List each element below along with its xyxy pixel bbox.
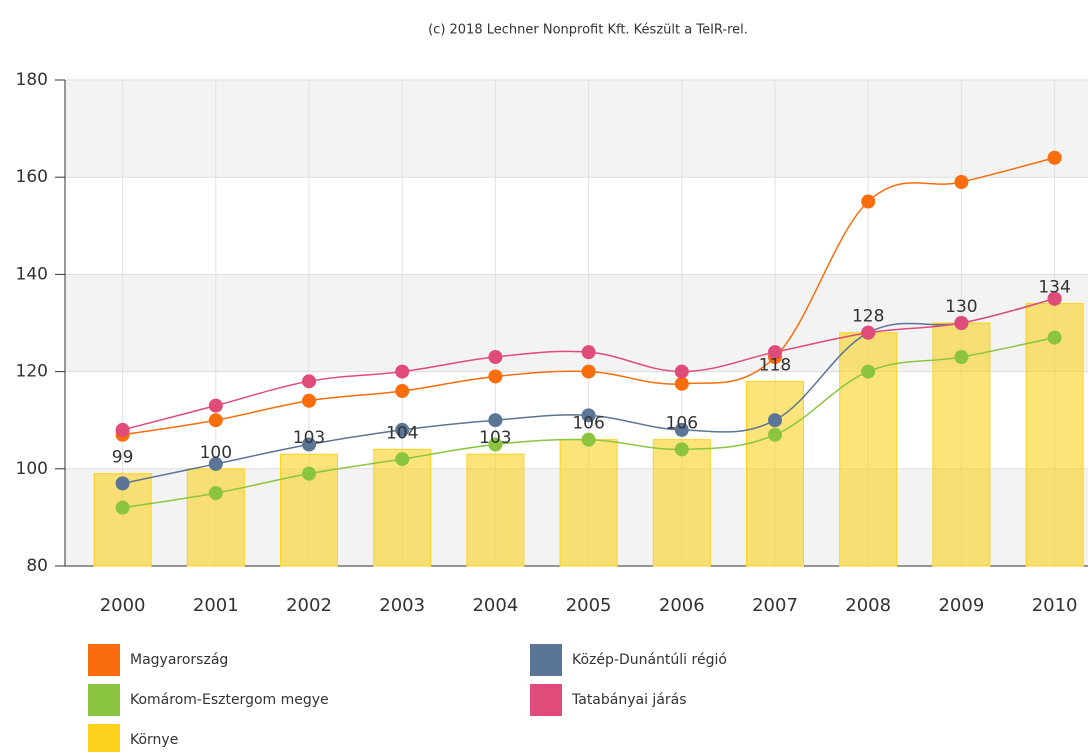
marker xyxy=(395,364,410,379)
marker xyxy=(395,452,410,467)
x-tick-label: 2004 xyxy=(472,595,518,616)
marker xyxy=(861,194,876,209)
x-tick-label: 2003 xyxy=(379,595,425,616)
y-tick-label: 120 xyxy=(16,362,48,382)
marker xyxy=(115,476,130,491)
bar xyxy=(373,448,432,567)
line xyxy=(122,157,1055,436)
x-tick-label: 2005 xyxy=(566,595,612,616)
marker xyxy=(674,376,689,391)
data-label: 100 xyxy=(200,443,232,463)
marker xyxy=(208,413,223,428)
y-tick-label: 180 xyxy=(16,70,48,90)
marker xyxy=(954,175,969,190)
marker xyxy=(488,369,503,384)
marker xyxy=(581,432,596,447)
marker xyxy=(674,364,689,379)
x-tick-label: 2002 xyxy=(286,595,332,616)
legend-label: Környe xyxy=(130,732,178,748)
y-tick-label: 160 xyxy=(16,167,48,187)
legend-swatch xyxy=(88,724,120,752)
marker xyxy=(488,413,503,428)
marker xyxy=(861,325,876,340)
marker xyxy=(302,393,316,408)
marker xyxy=(581,345,596,360)
data-label: 118 xyxy=(759,355,791,375)
marker xyxy=(581,408,596,423)
marker xyxy=(674,442,689,457)
marker xyxy=(954,316,969,330)
marker xyxy=(302,437,316,452)
marker xyxy=(674,422,689,437)
bar xyxy=(186,468,245,567)
data-label: 104 xyxy=(386,423,418,443)
x-tick-label: 2001 xyxy=(193,595,239,616)
marker xyxy=(581,364,596,379)
x-tick-label: 2000 xyxy=(100,595,146,616)
credits: (c) 2018 Lechner Nonprofit Kft. Készült … xyxy=(428,23,748,38)
marker xyxy=(488,350,503,365)
data-label: 103 xyxy=(293,428,325,448)
data-label: 130 xyxy=(945,297,977,317)
marker xyxy=(488,437,503,452)
marker xyxy=(954,350,969,365)
marker xyxy=(208,486,223,501)
legend-label: Tatabányai járás xyxy=(571,692,687,708)
bar xyxy=(559,439,618,567)
data-label: 103 xyxy=(479,428,511,448)
legend-label: Magyarország xyxy=(130,652,228,668)
legend-swatch xyxy=(88,644,120,676)
marker xyxy=(115,500,130,515)
grid-band xyxy=(65,80,1088,178)
data-label: 106 xyxy=(572,414,604,434)
marker xyxy=(768,345,782,360)
marker xyxy=(208,398,223,413)
legend-swatch xyxy=(530,644,562,676)
x-tick-label: 2010 xyxy=(1032,595,1078,616)
marker xyxy=(1047,150,1062,165)
legend-label: Komárom-Esztergom megye xyxy=(130,692,329,708)
bar xyxy=(466,453,525,567)
legend-label: Közép-Dunántúli régió xyxy=(572,652,727,668)
data-label: 106 xyxy=(666,414,698,434)
marker xyxy=(1047,291,1062,306)
marker xyxy=(768,427,782,442)
legend-swatch xyxy=(530,684,562,716)
marker xyxy=(768,413,782,428)
marker xyxy=(1047,330,1062,345)
data-label: 134 xyxy=(1038,278,1070,298)
marker xyxy=(395,384,410,399)
bar xyxy=(652,439,711,567)
x-tick-label: 2006 xyxy=(659,595,705,616)
marker xyxy=(208,456,223,471)
marker xyxy=(115,422,130,437)
x-tick-label: 2009 xyxy=(938,595,984,616)
y-tick-label: 140 xyxy=(16,264,48,284)
y-tick-label: 100 xyxy=(16,459,48,479)
x-tick-label: 2008 xyxy=(845,595,891,616)
data-label: 99 xyxy=(112,448,134,468)
marker xyxy=(302,466,316,481)
y-tick-label: 80 xyxy=(26,556,48,576)
x-tick-label: 2007 xyxy=(752,595,798,616)
data-label: 128 xyxy=(852,307,884,327)
marker xyxy=(302,374,316,389)
marker xyxy=(395,422,410,437)
legend-swatch xyxy=(88,684,120,716)
bar xyxy=(746,380,804,567)
bar xyxy=(1025,303,1084,567)
marker xyxy=(861,364,876,379)
